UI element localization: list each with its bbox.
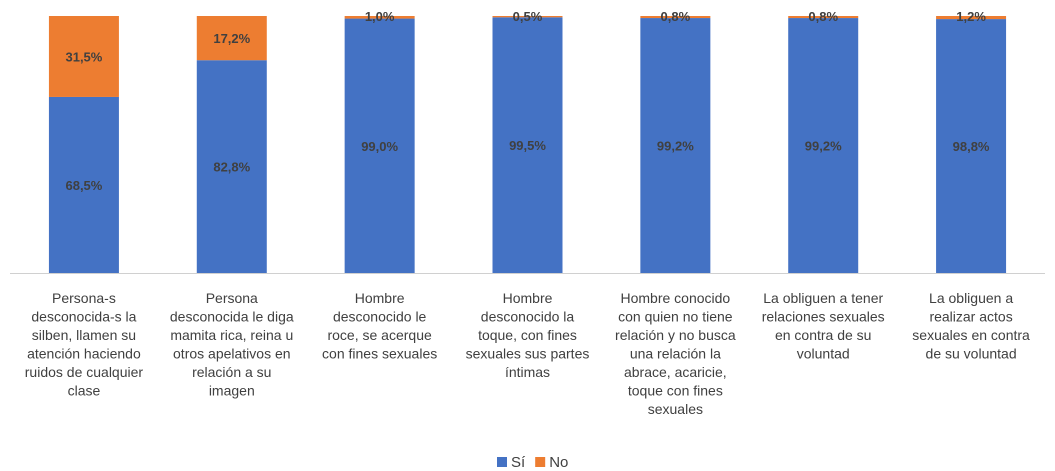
category-label-1: Persona-s desconocida-s la silben, llamen … (25, 290, 144, 399)
bar-si-3 (344, 18, 415, 273)
value-label-si-5: 99,2% (657, 139, 694, 154)
value-label-no-1: 31,5% (65, 49, 102, 64)
value-label-si-1: 68,5% (65, 178, 102, 193)
category-label-4: Hombre desconocido la toque, con fines sexu… (466, 290, 590, 380)
value-label-si-4: 99,5% (509, 138, 546, 153)
bar-no-6 (788, 16, 859, 19)
category-label-6: La obliguen a tener relaciones sexuales en… (762, 290, 885, 362)
bar-si-7 (936, 19, 1007, 273)
category-label-7: La obliguen a realizar actos sexuales en c… (912, 290, 1030, 362)
bar-si-5 (640, 18, 711, 273)
value-label-si-7: 98,8% (953, 139, 990, 154)
bar-no-2 (196, 16, 267, 61)
legend: Sí No (497, 454, 568, 471)
bar-si-6 (788, 18, 859, 273)
bar-si-2 (196, 60, 267, 274)
value-label-no-4: 0,5% (513, 9, 543, 24)
bar-si-4 (492, 17, 563, 273)
value-label-no-3: 1,0% (365, 9, 395, 24)
category-labels-group: Persona-s desconocida-s la silben, llamen … (25, 290, 1030, 417)
category-label-2: Persona desconocida le diga mamita rica, r… (170, 290, 294, 399)
bar-no-5 (640, 16, 711, 19)
bar-no-4 (492, 16, 563, 18)
value-label-no-5: 0,8% (661, 9, 691, 24)
bars-group (48, 16, 1007, 274)
legend-label-no: No (549, 454, 568, 471)
category-label-3: Hombre desconocido le roce, se acerque con … (322, 290, 437, 362)
bar-si-1 (48, 96, 119, 273)
bar-no-1 (48, 16, 119, 97)
value-label-si-2: 82,8% (213, 160, 250, 175)
legend-swatch-si (497, 457, 507, 467)
value-label-si-3: 99,0% (361, 139, 398, 154)
bar-no-3 (344, 16, 415, 19)
value-label-si-6: 99,2% (805, 139, 842, 154)
value-label-no-7: 1,2% (956, 9, 986, 24)
legend-label-si: Sí (511, 454, 526, 471)
value-labels-group: 68,5% 31,5% 82,8% 17,2% 99,0% 1,0% 99,5% 0,5% 99… (65, 9, 989, 193)
category-label-5: Hombre conocido con quien no tiene relació… (615, 290, 736, 417)
value-label-no-6: 0,8% (808, 9, 838, 24)
value-label-no-2: 17,2% (213, 31, 250, 46)
bar-no-7 (936, 16, 1007, 20)
legend-swatch-no (535, 457, 546, 467)
